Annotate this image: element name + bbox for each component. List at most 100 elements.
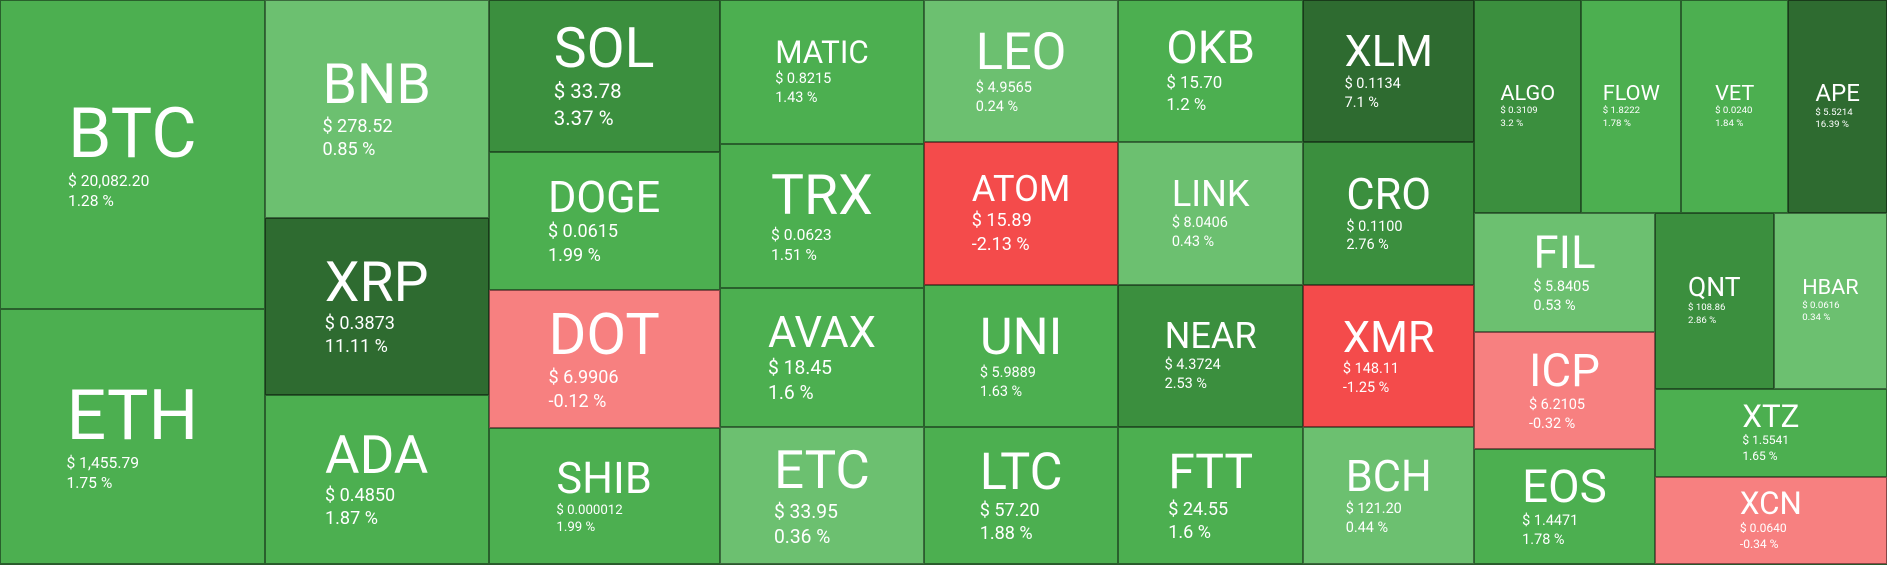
coin-change: -0.32 % bbox=[1528, 414, 1576, 432]
coin-symbol: VET bbox=[1715, 80, 1755, 106]
tile-content: OKB $ 15.70 1.2 % bbox=[1166, 25, 1255, 117]
tile-content: ETC $ 33.95 0.36 % bbox=[773, 442, 870, 549]
coin-tile[interactable]: XTZ $ 1.5541 1.65 % bbox=[1654, 388, 1887, 477]
coin-tile[interactable]: LTC $ 57.20 1.88 % bbox=[924, 427, 1118, 565]
coin-price: $ 278.52 bbox=[322, 115, 393, 137]
coin-change: 0.43 % bbox=[1171, 232, 1215, 250]
coin-change: 0.34 % bbox=[1802, 312, 1831, 324]
tile-content: BTC $ 20,082.20 1.28 % bbox=[68, 92, 197, 212]
coin-tile[interactable]: HBAR $ 0.0616 0.34 % bbox=[1773, 213, 1887, 389]
coin-tile[interactable]: LINK $ 8.0406 0.43 % bbox=[1117, 142, 1304, 286]
coin-tile[interactable]: BCH $ 121.20 0.44 % bbox=[1303, 427, 1475, 565]
tile-content: XCN $ 0.0640 -0.34 % bbox=[1740, 488, 1802, 552]
coin-tile[interactable]: DOGE $ 0.0615 1.99 % bbox=[488, 151, 720, 291]
coin-price: $ 33.78 bbox=[553, 79, 622, 104]
coin-symbol: LINK bbox=[1171, 172, 1250, 215]
coin-tile[interactable]: ETC $ 33.95 0.36 % bbox=[719, 427, 925, 565]
coin-price: $ 0.3109 bbox=[1500, 105, 1538, 117]
coin-tile[interactable]: EOS $ 1.4471 1.78 % bbox=[1474, 448, 1655, 565]
coin-tile[interactable]: UNI $ 5.9889 1.63 % bbox=[924, 285, 1118, 428]
coin-symbol: BTC bbox=[68, 92, 197, 175]
coin-tile[interactable]: XMR $ 148.11 -1.25 % bbox=[1303, 285, 1475, 428]
coin-symbol: XLM bbox=[1344, 26, 1433, 78]
coin-tile[interactable]: APE $ 5.5214 16.39 % bbox=[1788, 0, 1887, 213]
coin-price: $ 0.0240 bbox=[1715, 105, 1753, 117]
coin-symbol: APE bbox=[1815, 79, 1860, 108]
coin-change: 1.75 % bbox=[66, 473, 113, 493]
coin-tile[interactable]: BNB $ 278.52 0.85 % bbox=[264, 0, 489, 218]
coin-price: $ 6.9906 bbox=[548, 367, 619, 389]
coin-tile[interactable]: ETH $ 1,455.79 1.75 % bbox=[0, 309, 265, 565]
tile-content: ADA $ 0.4850 1.87 % bbox=[325, 428, 428, 531]
coin-tile[interactable]: ALGO $ 0.3109 3.2 % bbox=[1474, 0, 1582, 213]
coin-tile[interactable]: SOL $ 33.78 3.37 % bbox=[488, 0, 720, 152]
coin-tile[interactable]: VET $ 0.0240 1.84 % bbox=[1681, 0, 1789, 213]
coin-symbol: XTZ bbox=[1742, 397, 1800, 435]
coin-change: 7.1 % bbox=[1344, 93, 1379, 111]
coin-symbol: TRX bbox=[771, 162, 873, 228]
coin-change: 1.28 % bbox=[68, 191, 114, 211]
coin-symbol: ICP bbox=[1528, 344, 1600, 398]
tile-content: ALGO $ 0.3109 3.2 % bbox=[1500, 82, 1555, 131]
coin-price: $ 0.0640 bbox=[1739, 521, 1787, 536]
tile-content: CRO $ 0.1100 2.76 % bbox=[1346, 172, 1431, 255]
tile-content: LINK $ 8.0406 0.43 % bbox=[1171, 172, 1250, 251]
coin-symbol: BNB bbox=[322, 52, 431, 118]
coin-change: 0.36 % bbox=[773, 524, 831, 548]
coin-symbol: OKB bbox=[1166, 22, 1255, 76]
coin-tile[interactable]: QNT $ 108.86 2.86 % bbox=[1654, 213, 1774, 389]
tile-content: SHIB $ 0.000012 1.99 % bbox=[556, 456, 651, 536]
coin-tile[interactable]: XCN $ 0.0640 -0.34 % bbox=[1654, 476, 1887, 565]
tile-content: ATOM $ 15.89 -2.13 % bbox=[971, 170, 1071, 256]
coin-tile[interactable]: NEAR $ 4.3724 2.53 % bbox=[1117, 285, 1304, 428]
coin-tile[interactable]: SHIB $ 0.000012 1.99 % bbox=[488, 428, 720, 565]
coin-symbol: FTT bbox=[1168, 443, 1254, 501]
tile-content: EOS $ 1.4471 1.78 % bbox=[1522, 463, 1607, 550]
coin-symbol: QNT bbox=[1688, 272, 1741, 304]
coin-change: -0.12 % bbox=[548, 390, 607, 412]
coin-symbol: BCH bbox=[1345, 451, 1432, 503]
coin-tile[interactable]: ADA $ 0.4850 1.87 % bbox=[264, 394, 489, 565]
coin-price: $ 108.86 bbox=[1688, 302, 1726, 314]
coin-change: 1.6 % bbox=[768, 381, 814, 405]
tile-content: UNI $ 5.9889 1.63 % bbox=[980, 311, 1063, 402]
coin-symbol: DOT bbox=[548, 301, 660, 370]
coin-price: $ 1.4471 bbox=[1522, 511, 1579, 529]
coin-tile[interactable]: LEO $ 4.9565 0.24 % bbox=[924, 0, 1118, 142]
coin-change: 1.51 % bbox=[771, 245, 817, 265]
coin-change: 3.2 % bbox=[1500, 117, 1524, 129]
coin-change: 11.11 % bbox=[324, 336, 388, 358]
coin-tile[interactable]: ICP $ 6.2105 -0.32 % bbox=[1474, 332, 1655, 449]
coin-tile[interactable]: DOT $ 6.9906 -0.12 % bbox=[488, 290, 720, 429]
coin-tile[interactable]: ATOM $ 15.89 -2.13 % bbox=[924, 142, 1118, 286]
coin-tile[interactable]: MATIC $ 0.8215 1.43 % bbox=[719, 0, 925, 145]
coin-symbol: FLOW bbox=[1602, 80, 1660, 106]
coin-change: 3.37 % bbox=[553, 105, 614, 130]
coin-tile[interactable]: FIL $ 5.8405 0.53 % bbox=[1474, 213, 1655, 333]
coin-tile[interactable]: FLOW $ 1.8222 1.78 % bbox=[1581, 0, 1682, 213]
coin-price: $ 15.89 bbox=[971, 210, 1032, 232]
coin-price: $ 57.20 bbox=[979, 499, 1040, 521]
coin-tile[interactable]: CRO $ 0.1100 2.76 % bbox=[1303, 142, 1475, 286]
coin-tile[interactable]: AVAX $ 18.45 1.6 % bbox=[719, 287, 925, 428]
coin-change: 16.39 % bbox=[1815, 119, 1849, 131]
coin-symbol: LEO bbox=[975, 22, 1067, 82]
coin-change: 1.6 % bbox=[1168, 522, 1211, 544]
coin-tile[interactable]: TRX $ 0.0623 1.51 % bbox=[719, 144, 925, 288]
coin-tile[interactable]: OKB $ 15.70 1.2 % bbox=[1117, 0, 1304, 142]
coin-change: -2.13 % bbox=[971, 233, 1030, 255]
coin-change: 1.99 % bbox=[556, 520, 596, 536]
tile-content: NEAR $ 4.3724 2.53 % bbox=[1165, 318, 1257, 393]
coin-price: $ 20,082.20 bbox=[68, 170, 150, 190]
coin-tile[interactable]: FTT $ 24.55 1.6 % bbox=[1117, 427, 1304, 565]
coin-price: $ 15.70 bbox=[1166, 73, 1223, 94]
coin-symbol: FIL bbox=[1533, 226, 1596, 280]
coin-tile[interactable]: BTC $ 20,082.20 1.28 % bbox=[0, 0, 265, 310]
coin-change: 1.84 % bbox=[1715, 117, 1744, 129]
coin-symbol: ADA bbox=[325, 424, 429, 487]
coin-tile[interactable]: XRP $ 0.3873 11.11 % bbox=[264, 217, 489, 395]
coin-tile[interactable]: XLM $ 0.1134 7.1 % bbox=[1303, 0, 1475, 142]
coin-change: 1.2 % bbox=[1166, 95, 1207, 115]
coin-price: $ 0.0615 bbox=[547, 221, 619, 243]
